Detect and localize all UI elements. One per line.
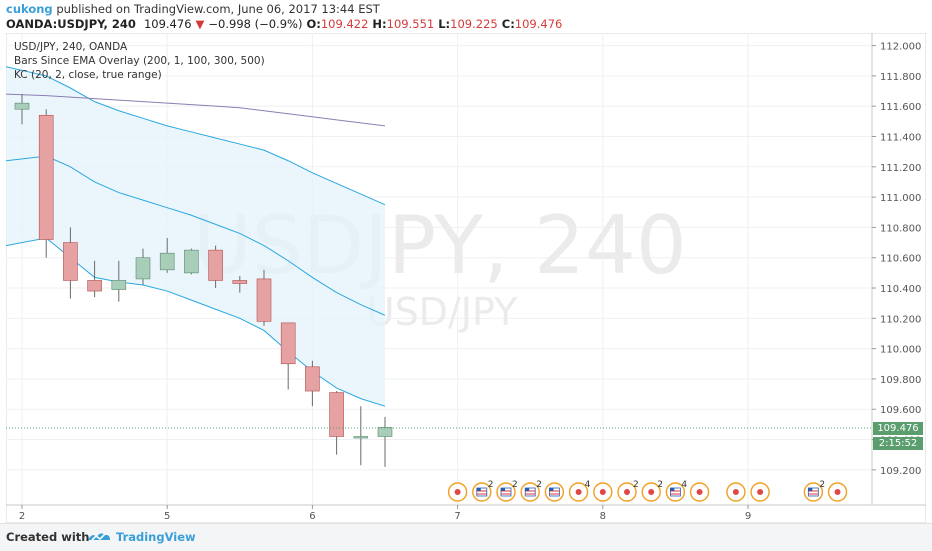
y-tick-label: 109.600 xyxy=(880,405,921,416)
chart-header: cukong published on TradingView.com, Jun… xyxy=(0,0,932,33)
legend-ema-overlay: Bars Since EMA Overlay (200, 1, 100, 300… xyxy=(14,55,265,67)
y-tick-label: 111.800 xyxy=(880,72,921,83)
y-tick-label: 111.600 xyxy=(880,102,921,113)
event-dot-icon[interactable] xyxy=(726,482,746,502)
candle-body xyxy=(63,242,78,281)
open-label: O: xyxy=(306,17,321,31)
event-count: 2 xyxy=(536,480,542,490)
author-link[interactable]: cukong xyxy=(6,2,53,16)
open-value: 109.422 xyxy=(320,17,369,31)
candle-body xyxy=(280,322,296,365)
event-flag-icon[interactable]: 4 xyxy=(665,480,687,502)
event-dot-icon[interactable]: 4 xyxy=(568,480,591,502)
x-tick-label: 6 xyxy=(309,511,315,522)
footer-bar: Created with TradingView xyxy=(0,523,932,551)
legend-keltner: KC (20, 2, close, true range) xyxy=(14,69,162,81)
event-flag-icon[interactable] xyxy=(544,482,565,502)
y-tick-label: 111.000 xyxy=(880,193,921,204)
y-tick-label: 110.000 xyxy=(880,345,921,356)
candle-body xyxy=(377,427,393,437)
ema-line xyxy=(5,93,386,127)
kc-middle-line xyxy=(5,155,386,316)
x-tick-label: 2 xyxy=(19,511,25,522)
candle-body xyxy=(87,280,102,292)
candle-body xyxy=(14,102,30,110)
candle-body xyxy=(111,280,127,290)
close-value: 109.476 xyxy=(514,17,563,31)
y-tick-label: 109.200 xyxy=(880,466,921,477)
change-value: −0.998 (−0.9%) xyxy=(208,17,303,31)
x-tick-label: 9 xyxy=(745,511,751,522)
low-value: 109.225 xyxy=(450,17,498,31)
publish-line: cukong published on TradingView.com, Jun… xyxy=(6,2,380,16)
candle-body xyxy=(159,252,175,271)
candle-body xyxy=(329,392,344,437)
y-tick-label: 111.200 xyxy=(880,163,921,174)
event-count: 4 xyxy=(681,480,687,490)
last-price: 109.476 xyxy=(143,17,192,31)
chart-legend: USD/JPY, 240, OANDA Bars Since EMA Overl… xyxy=(14,40,265,82)
watermark-pair: USD/JPY xyxy=(367,290,518,334)
close-label: C: xyxy=(501,17,515,31)
candle-body xyxy=(208,249,223,281)
y-tick-label: 109.800 xyxy=(880,375,921,386)
event-dot-icon[interactable]: 2 xyxy=(617,480,639,502)
y-tick-label: 110.400 xyxy=(880,284,921,295)
event-count: 2 xyxy=(488,480,494,490)
event-count: 2 xyxy=(512,480,518,490)
legend-symbol: USD/JPY, 240, OANDA xyxy=(14,41,128,53)
event-flag-icon[interactable]: 2 xyxy=(496,480,518,502)
event-flag-icon[interactable]: 2 xyxy=(803,480,825,502)
event-dot-icon[interactable] xyxy=(827,482,848,502)
event-dot-icon[interactable] xyxy=(750,482,770,502)
y-tick-label: 112.000 xyxy=(880,42,921,53)
event-dot-icon[interactable] xyxy=(447,482,468,502)
candle-body xyxy=(353,436,369,439)
last-price-tag: 109.476 xyxy=(873,422,923,436)
x-tick-label: 7 xyxy=(454,511,460,522)
kc-lower-line xyxy=(5,237,386,407)
published-text: published on TradingView.com, June 06, 2… xyxy=(56,2,380,16)
event-flag-icon[interactable]: 2 xyxy=(472,480,494,502)
candle-body xyxy=(38,114,54,240)
event-dot-icon[interactable]: 2 xyxy=(641,480,663,502)
high-value: 109.551 xyxy=(386,17,435,31)
down-triangle-icon: ▼ xyxy=(195,17,205,31)
candle-body xyxy=(232,280,248,284)
symbol-interval: OANDA:USDJPY, 240 xyxy=(6,17,136,31)
created-with-label: Created with xyxy=(6,530,90,544)
tradingview-brand-link[interactable]: TradingView xyxy=(116,530,196,544)
y-tick-label: 110.600 xyxy=(880,254,921,265)
tradingview-logo-icon[interactable] xyxy=(86,528,112,546)
low-label: L: xyxy=(438,17,451,31)
event-count: 2 xyxy=(633,480,639,490)
y-tick-label: 111.400 xyxy=(880,132,921,143)
event-count: 2 xyxy=(657,480,663,490)
candle-body xyxy=(256,278,272,322)
candle-body xyxy=(184,249,199,274)
keltner-band-fill xyxy=(6,66,385,407)
event-count: 4 xyxy=(585,480,591,490)
event-dot-icon[interactable] xyxy=(689,482,710,502)
candle-body xyxy=(135,257,151,280)
event-flag-icon[interactable]: 2 xyxy=(520,480,542,502)
x-tick-label: 5 xyxy=(164,511,170,522)
high-label: H: xyxy=(372,17,387,31)
candle-body xyxy=(305,366,320,392)
ohlc-line: OANDA:USDJPY, 240 109.476 ▼ −0.998 (−0.9… xyxy=(6,17,562,31)
y-tick-label: 110.200 xyxy=(880,314,921,325)
event-dot-icon[interactable] xyxy=(593,482,613,502)
kc-upper-line xyxy=(5,66,386,206)
y-tick-label: 110.800 xyxy=(880,223,921,234)
event-count: 2 xyxy=(819,480,825,490)
countdown-tag: 2:15:52 xyxy=(873,437,923,451)
x-tick-label: 8 xyxy=(600,511,606,522)
